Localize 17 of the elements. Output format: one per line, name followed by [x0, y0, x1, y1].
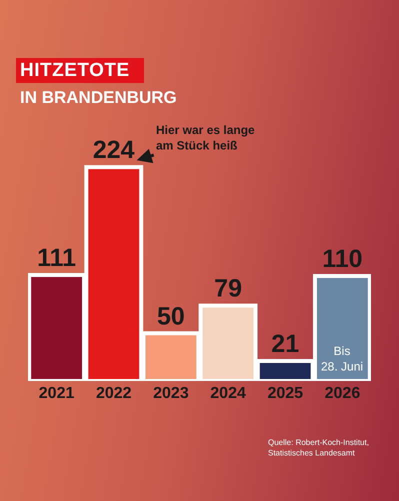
data-label: 21 — [271, 330, 300, 358]
chart-subtitle: IN BRANDENBURG — [20, 88, 177, 108]
data-label: 110 — [322, 244, 363, 273]
annotation: Bis 28. Juni — [321, 344, 364, 374]
data-label: 50 — [157, 302, 185, 330]
x-tick-label: 2024 — [210, 385, 246, 402]
source-note: Quelle: Robert-Koch-Institut, Statistisches Landesamt — [268, 438, 369, 458]
x-tick-label: 2026 — [324, 385, 360, 402]
chart-title: HITZETOTE — [16, 58, 144, 83]
annotation: Hier war es lange am Stück heiß — [156, 123, 256, 153]
data-label: 111 — [37, 244, 76, 272]
x-tick-label: 2022 — [96, 385, 132, 402]
x-tick-label: 2021 — [38, 385, 74, 402]
x-tick-label: 2023 — [153, 385, 189, 402]
x-tick-label: 2025 — [267, 385, 304, 402]
data-label: 79 — [214, 274, 242, 303]
data-label: 224 — [92, 136, 135, 164]
